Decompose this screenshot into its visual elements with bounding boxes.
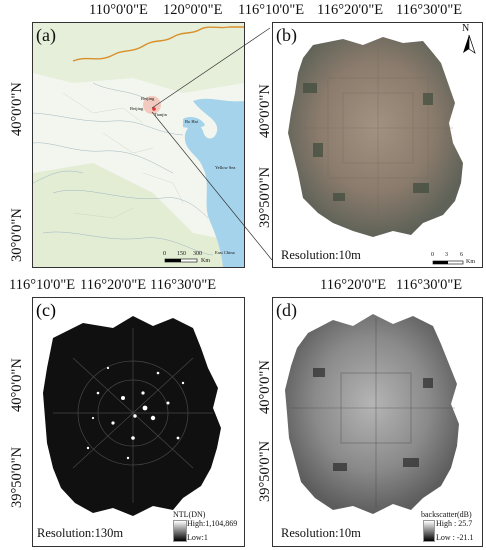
- place-label-city-top: Beijing: [141, 96, 155, 101]
- lon-tick-c-3: 116°30'0"E: [150, 277, 217, 293]
- scale-a-2: 300: [193, 251, 202, 257]
- lon-tick-c-2: 116°20'0"E: [80, 277, 147, 293]
- legend-c-ramp: [173, 520, 187, 542]
- place-label-sea3: East China: [215, 250, 235, 255]
- scale-a-1: 150: [177, 251, 186, 257]
- legend-d-low: Low : -21.1: [436, 533, 474, 542]
- resolution-c: Resolution:130m: [37, 526, 124, 540]
- sar-image: [285, 314, 459, 514]
- north-arrow-icon: [463, 34, 476, 54]
- lat-tick-c-2: 39°50'0"N: [9, 446, 25, 508]
- lon-tick-a-2: 120°0'0"E: [163, 2, 223, 18]
- scale-b-1: 3: [445, 252, 448, 258]
- legend-d-title: backscatter(dB): [421, 510, 472, 519]
- lon-tick-c-1: 116°10'0"E: [9, 277, 76, 293]
- place-label-city: Beijing: [130, 106, 144, 111]
- lon-tick-b-2: 116°20'0"E: [317, 2, 384, 18]
- panel-b-label: (b): [276, 25, 297, 45]
- scale-a-unit: Km: [201, 258, 210, 264]
- resolution-d: Resolution:10m: [281, 526, 361, 540]
- panel-d-map: (d) Resolution:10m backscatter(dB) High …: [272, 297, 483, 547]
- scale-b-2: 6: [460, 252, 463, 258]
- scale-bar-a: [164, 258, 198, 263]
- lat-tick-c-1: 40°0'0"N: [9, 358, 25, 412]
- lat-tick-d-1: 40°0'0"N: [257, 360, 273, 414]
- lon-tick-b-3: 116°30'0"E: [396, 2, 463, 18]
- legend-c-title: NTL(DN): [173, 510, 206, 519]
- legend-d-high: High : 25.7: [436, 519, 473, 528]
- panel-d-label: (d): [276, 300, 297, 320]
- panel-a-label: (a): [36, 25, 56, 45]
- place-label-sea2: Yellow Sea: [215, 165, 236, 170]
- overview-map: [33, 23, 244, 267]
- rgb-image: [288, 34, 476, 265]
- scale-b-0: 0: [431, 252, 434, 258]
- place-label-sea1: Bo Hai: [185, 119, 198, 124]
- lon-tick-d-2: 116°30'0"E: [396, 277, 463, 293]
- border-line: [72, 26, 244, 62]
- place-label-sub: Tianjin: [154, 112, 167, 117]
- sea-area: [184, 98, 244, 267]
- panel-b-map: (b) N Resolution:10m 0 3 6 Km: [272, 22, 483, 268]
- panel-c-label: (c): [36, 300, 56, 320]
- legend-c-low: Low:1: [187, 533, 208, 542]
- legend-d-ramp: [423, 520, 435, 542]
- lon-tick-b-1: 116°10'0"E: [238, 2, 305, 18]
- legend-c-high: High:1,104,869: [187, 519, 238, 528]
- scale-b-unit: Km: [466, 259, 475, 265]
- resolution-b: Resolution:10m: [281, 248, 361, 262]
- ntl-image: [33, 298, 244, 546]
- north-label: N: [462, 23, 470, 34]
- panel-c-map: (c) Resolution:130m NTL(DN) High:1,104,8…: [32, 297, 245, 547]
- beijing-highlight: [143, 96, 161, 114]
- scale-bar-b: [432, 260, 464, 265]
- scale-a-0: 0: [163, 251, 166, 257]
- lat-tick-d-2: 39°50'0"N: [257, 440, 273, 502]
- lon-tick-d-1: 116°20'0"E: [320, 277, 387, 293]
- beijing-marker: [152, 107, 156, 111]
- panel-a-map: Beijing Beijing Tianjin Bo Hai Yellow Se…: [32, 22, 245, 268]
- lon-tick-a-1: 110°0'0"E: [89, 2, 148, 18]
